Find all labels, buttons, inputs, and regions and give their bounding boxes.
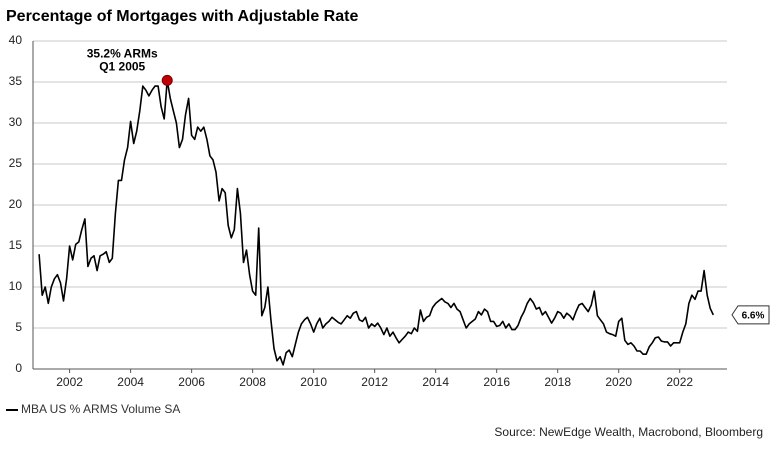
- annotation: 35.2% ARMs: [87, 47, 158, 61]
- x-tick-label: 2002: [56, 375, 83, 389]
- annotation: Q1 2005: [99, 60, 145, 74]
- y-tick-label: 25: [9, 156, 23, 170]
- y-tick-label: 10: [9, 279, 23, 293]
- x-tick-label: 2010: [300, 375, 327, 389]
- x-tick-label: 2018: [544, 375, 571, 389]
- y-tick-label: 15: [9, 238, 23, 252]
- y-tick-label: 35: [9, 74, 23, 88]
- y-tick-label: 5: [15, 320, 22, 334]
- end-label: 6.6%: [742, 311, 765, 322]
- y-tick-label: 30: [9, 115, 23, 129]
- x-tick-label: 2020: [605, 375, 632, 389]
- y-tick-label: 0: [15, 361, 22, 375]
- line: [38, 79, 715, 366]
- chart-title: Percentage of Mortgages with Adjustable …: [6, 8, 358, 25]
- x-tick-label: 2004: [117, 375, 144, 389]
- x-tick-label: 2016: [483, 375, 510, 389]
- x-tick-label: 2006: [178, 375, 205, 389]
- end-label-box: [731, 305, 770, 325]
- y-tick-label: 20: [9, 197, 23, 211]
- x-tick-label: 2014: [422, 375, 449, 389]
- source: Source: NewEdge Wealth, Macrobond, Bloom…: [494, 425, 763, 439]
- x-tick-label: 2012: [361, 375, 388, 389]
- legend-label: MBA US % ARMS Volume SA: [21, 402, 180, 416]
- x-tick-label: 2022: [666, 375, 693, 389]
- peak-marker: [161, 74, 173, 86]
- y-tick-label: 40: [9, 33, 23, 47]
- x-tick-label: 2008: [239, 375, 266, 389]
